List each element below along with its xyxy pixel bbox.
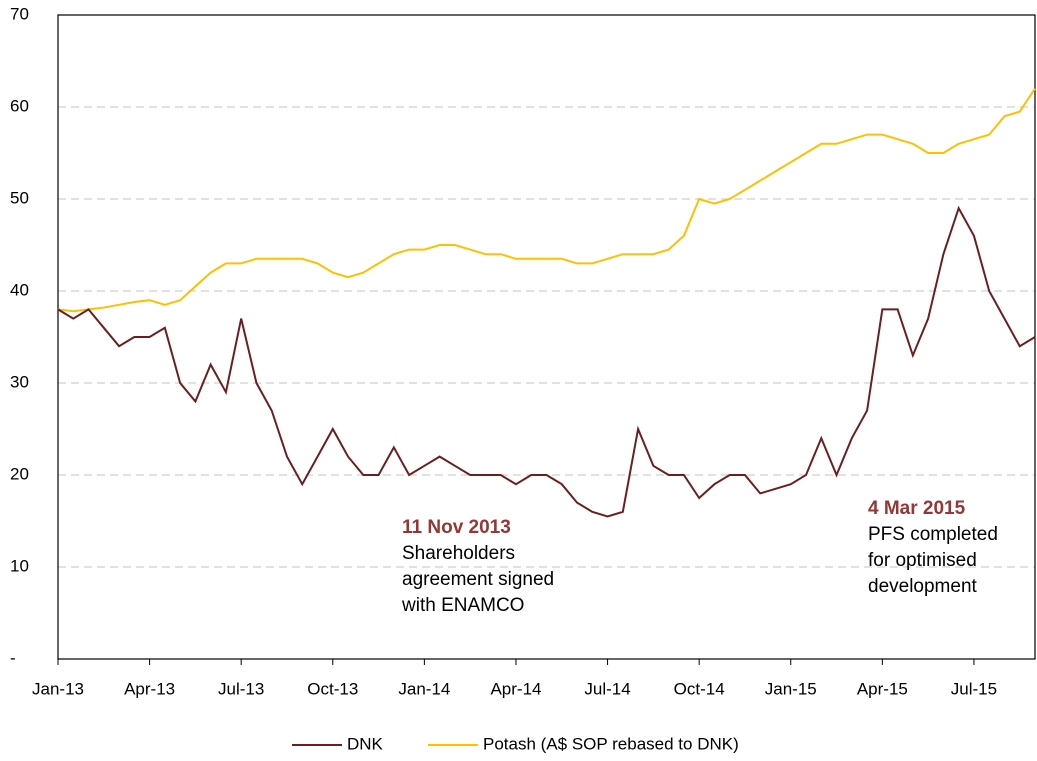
- y-tick-label: 30: [10, 372, 29, 391]
- x-tick-label: Jan-13: [32, 679, 84, 698]
- x-tick-label: Apr-14: [490, 679, 541, 698]
- legend-label: Potash (A$ SOP rebased to DNK): [483, 734, 739, 753]
- y-tick-label: 10: [10, 556, 29, 575]
- annotation-title: 11 Nov 2013: [402, 517, 511, 538]
- x-tick-label: Jul-15: [951, 679, 997, 698]
- x-tick-label: Apr-13: [124, 679, 175, 698]
- annotation-text: with ENAMCO: [401, 595, 524, 616]
- y-tick-label: 40: [10, 280, 29, 299]
- line-series: [57, 205, 1036, 518]
- annotation-text: agreement signed: [402, 569, 554, 590]
- annotation-text: for optimised: [868, 550, 977, 571]
- y-tick-label: 70: [10, 4, 29, 23]
- line-series: [57, 88, 1036, 313]
- annotation-text: development: [868, 576, 978, 597]
- annotation-title: 4 Mar 2015: [868, 498, 966, 519]
- y-tick-label: 50: [10, 188, 29, 207]
- annotation-text: Shareholders: [402, 543, 515, 564]
- annotation-text: PFS completed: [868, 524, 998, 545]
- y-tick-label: 60: [10, 96, 29, 115]
- y-tick-label: 20: [10, 464, 29, 483]
- x-tick-label: Jan-15: [765, 679, 817, 698]
- x-tick-label: Oct-13: [307, 679, 358, 698]
- x-tick-label: Jan-14: [398, 679, 450, 698]
- x-tick-label: Apr-15: [857, 679, 908, 698]
- x-tick-label: Jul-13: [218, 679, 264, 698]
- legend-label: DNK: [347, 734, 384, 753]
- x-tick-label: Oct-14: [674, 679, 725, 698]
- y-tick-label: -: [10, 648, 16, 667]
- x-tick-label: Jul-14: [584, 679, 630, 698]
